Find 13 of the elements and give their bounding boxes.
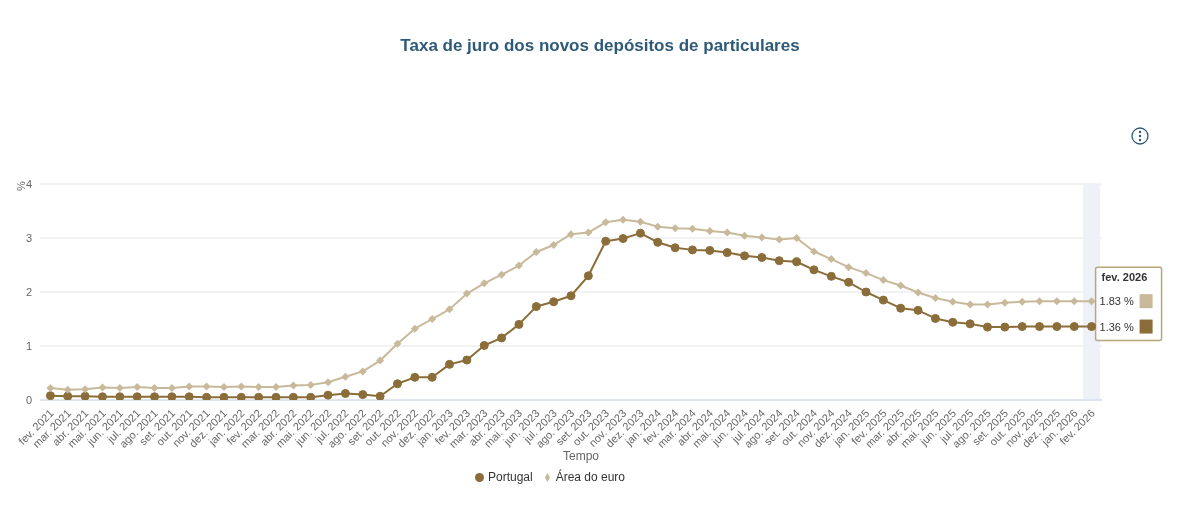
y-tick-label: 2 [25,285,32,298]
y-tick-label: 1 [25,339,32,352]
y-tick-label: 3 [25,231,32,244]
x-axis-title: Tempo [563,449,600,463]
legend-label: Portugal [487,470,533,484]
data-label: 1.36 % [1099,320,1135,333]
legend-label: Área do euro [555,470,626,484]
y-tick-label: 4 [25,177,32,190]
chart-title: Taxa de juro dos novos depósitos de particulares [399,36,801,56]
y-axis-title: % [14,181,27,191]
annotation: fev. 2026 [1101,271,1148,284]
y-tick-label: 0 [25,393,32,406]
data-label: 1.83 % [1099,295,1135,308]
